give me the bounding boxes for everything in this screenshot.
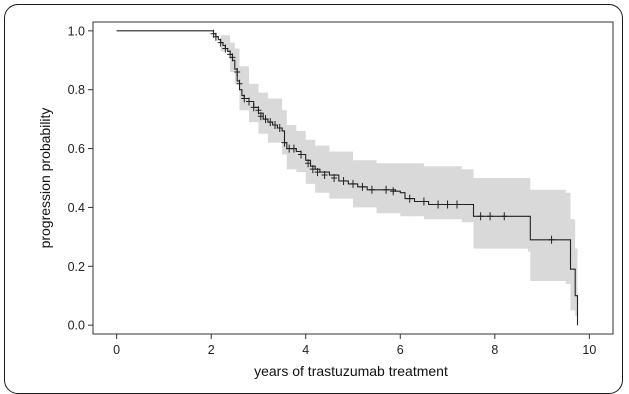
censor-mark <box>298 150 304 159</box>
censor-mark <box>390 187 397 196</box>
x-tick-label: 10 <box>582 343 596 357</box>
censor-mark <box>321 171 328 180</box>
x-tick-label: 0 <box>113 343 120 357</box>
y-axis-ticks: 0.0 0.2 0.4 0.6 0.8 1.0 <box>68 24 93 333</box>
y-axis-title: progression probability <box>37 108 53 249</box>
y-tick-label: 1.0 <box>68 24 85 38</box>
censor-mark <box>234 68 241 77</box>
censor-mark <box>420 197 427 206</box>
x-tick-label: 8 <box>491 343 498 357</box>
censor-mark <box>406 194 413 203</box>
y-tick-label: 0.4 <box>68 201 85 215</box>
censor-mark <box>501 212 508 221</box>
censor-mark <box>262 115 269 124</box>
x-axis-ticks: 0 2 4 6 8 10 <box>113 334 596 357</box>
censor-mark <box>250 103 257 112</box>
y-tick-label: 0.0 <box>68 319 85 333</box>
censor-mark <box>255 106 262 115</box>
censor-mark <box>236 79 243 88</box>
x-axis-title: years of trastuzumab treatment <box>254 363 448 379</box>
y-tick-label: 0.8 <box>68 83 85 97</box>
km-chart: 0 2 4 6 8 10 0.0 0.2 0.4 0.6 0.8 1.0 years of tras… <box>37 21 614 379</box>
confidence-band <box>116 30 578 317</box>
x-tick-label: 2 <box>208 343 215 357</box>
censor-mark <box>454 200 460 209</box>
censor-mark <box>276 123 283 132</box>
censor-mark <box>246 97 252 106</box>
censor-mark <box>444 200 451 209</box>
censor-mark <box>314 168 321 177</box>
censor-mark <box>340 176 347 185</box>
confidence-band-layer <box>116 30 578 317</box>
censor-mark <box>222 44 229 53</box>
censor-mark <box>368 185 375 194</box>
y-tick-label: 0.2 <box>68 260 85 274</box>
censor-mark <box>290 144 297 153</box>
censor-mark <box>359 182 366 191</box>
censor-mark <box>331 174 338 182</box>
censor-mark <box>281 138 288 147</box>
y-tick-label: 0.6 <box>68 142 85 156</box>
censor-mark <box>229 53 236 62</box>
censor-mark <box>487 212 494 221</box>
censor-mark <box>305 159 312 168</box>
censor-mark <box>350 179 356 188</box>
censor-mark <box>241 94 248 103</box>
censor-mark <box>272 121 278 130</box>
censor-mark <box>217 38 224 47</box>
x-tick-label: 4 <box>302 343 309 357</box>
censor-mark <box>257 112 264 121</box>
censor-mark <box>212 32 219 41</box>
plot-area-border <box>92 21 614 335</box>
censor-mark <box>383 185 390 194</box>
censor-marks-layer <box>210 29 555 244</box>
censor-mark <box>267 118 274 127</box>
x-tick-label: 6 <box>397 343 404 357</box>
censor-mark <box>435 200 442 209</box>
censor-mark <box>477 212 484 221</box>
censor-mark <box>309 165 316 174</box>
censor-mark <box>548 235 555 244</box>
